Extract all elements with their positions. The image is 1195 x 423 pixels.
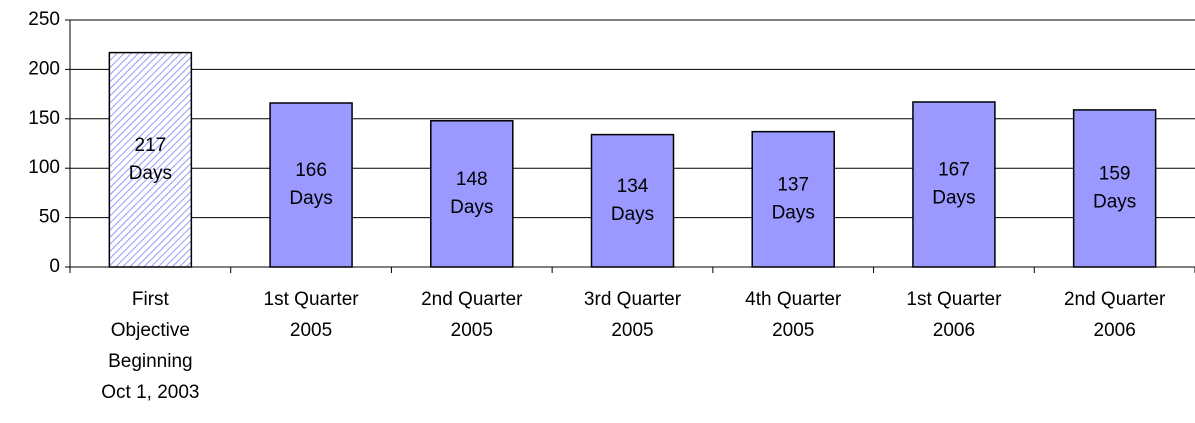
x-tick-label: 2nd Quarter: [1064, 289, 1166, 310]
bar: [108, 51, 193, 268]
x-tick-label: 1st Quarter: [264, 289, 360, 310]
x-tick-label: Objective: [111, 320, 190, 341]
x-tick-label: 2005: [451, 320, 493, 341]
x-tick-label: First: [132, 289, 170, 310]
x-tick-label: 2005: [290, 320, 332, 341]
data-label: 134: [617, 176, 649, 197]
data-label: 148: [456, 169, 488, 190]
data-label: Days: [611, 204, 654, 225]
bar: [1072, 109, 1157, 268]
x-tick-label: 2006: [1094, 320, 1136, 341]
x-tick-label: 2005: [772, 320, 814, 341]
x-tick-label: 2005: [611, 320, 653, 341]
x-tick-label: 2nd Quarter: [421, 289, 523, 310]
y-tick-label: 50: [39, 207, 60, 228]
bar: [751, 130, 835, 268]
data-label: Days: [1093, 191, 1136, 212]
x-tick-label: 3rd Quarter: [584, 289, 682, 310]
data-label: 159: [1099, 163, 1131, 184]
data-label: Days: [450, 197, 493, 218]
data-label: Days: [932, 188, 975, 209]
x-tick-label: 4th Quarter: [745, 289, 842, 310]
x-tick-label: Oct 1, 2003: [101, 382, 199, 403]
data-label: 166: [295, 160, 327, 181]
x-tick-label: 2006: [933, 320, 975, 341]
data-label: 137: [777, 174, 809, 195]
data-label: 167: [938, 160, 970, 181]
bar: [912, 101, 996, 268]
y-tick-label: 200: [28, 58, 60, 79]
bar: [590, 133, 675, 268]
y-tick-label: 250: [28, 9, 60, 30]
x-tick-label: Beginning: [108, 351, 193, 372]
bar: [430, 120, 514, 268]
data-label: Days: [772, 202, 815, 223]
bar: [269, 102, 353, 268]
data-label: Days: [289, 188, 332, 209]
y-tick-label: 150: [28, 108, 60, 129]
x-tick-label: 1st Quarter: [906, 289, 1002, 310]
y-tick-label: 0: [49, 256, 60, 277]
y-tick-label: 100: [28, 157, 60, 178]
data-label: 217: [135, 135, 167, 156]
data-label: Days: [129, 163, 172, 184]
